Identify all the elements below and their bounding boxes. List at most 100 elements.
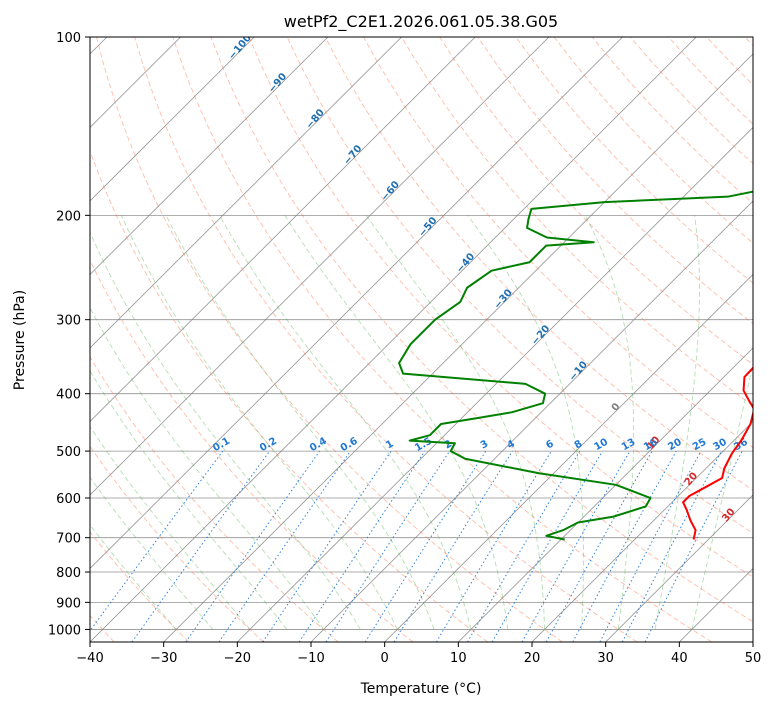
mixing-ratio-line <box>325 450 451 642</box>
x-axis-label: Temperature (°C) <box>360 681 482 697</box>
y-tick-label: 900 <box>56 596 81 611</box>
x-tick-label: 20 <box>524 651 541 666</box>
x-tick-label: −30 <box>150 651 177 666</box>
dry-adiabat-label: −50 <box>417 215 440 239</box>
x-tick-label: 40 <box>671 651 688 666</box>
y-axis-ticks: 100 200 300 400 500 600 700 800 900 1000 <box>48 31 90 638</box>
moist-adiabat-line <box>90 306 324 630</box>
dry-adiabat-line <box>96 37 563 642</box>
mixing-ratio-line <box>262 450 392 642</box>
isotherm-line <box>310 200 753 642</box>
dry-adiabat-line <box>134 37 638 642</box>
moist-adiabat-line <box>90 524 177 630</box>
isotherm-line <box>679 567 753 642</box>
isotherm-line <box>163 53 753 642</box>
mixing-ratio-line <box>298 450 426 642</box>
moist-adiabat-line <box>584 215 635 630</box>
chart-title: wetPf2_C2E1.2026.061.05.38.G05 <box>284 12 558 32</box>
dry-adiabat-label: 20 <box>683 470 700 488</box>
dry-adiabat-lines <box>90 37 753 642</box>
isotherm-line <box>90 37 623 570</box>
moist-adiabat-line <box>90 231 361 630</box>
mixing-ratio-label: 2 <box>443 438 455 451</box>
isotherm-line <box>90 37 402 349</box>
moist-adiabat-line <box>654 215 700 630</box>
y-axis-label: Pressure (hPa) <box>12 290 28 390</box>
moist-adiabat-line <box>467 215 585 630</box>
dry-adiabat-label: −30 <box>492 287 515 311</box>
mixing-ratio-label: 30 <box>711 437 729 454</box>
mixing-ratio-label: 4 <box>505 438 517 451</box>
x-tick-label: 30 <box>597 651 614 666</box>
moist-adiabat-line <box>284 215 509 630</box>
y-tick-label: 100 <box>56 31 81 46</box>
dry-adiabat-label: −20 <box>530 323 553 347</box>
mixing-ratio-label: 10 <box>593 437 611 454</box>
dry-adiabat-line <box>477 37 753 325</box>
y-tick-label: 500 <box>56 445 81 460</box>
isotherm-line <box>384 273 753 642</box>
dewpoint-profile-line <box>398 190 753 541</box>
mixing-ratio-label: 6 <box>544 438 556 451</box>
mixing-ratio-line <box>572 450 677 642</box>
mixing-ratio-line <box>467 450 581 642</box>
dry-adiabat-line <box>363 37 753 449</box>
dry-adiabat-line <box>172 37 712 642</box>
moist-adiabat-lines <box>90 215 753 630</box>
mixing-ratio-line <box>393 450 513 642</box>
mixing-ratio-line <box>364 450 487 642</box>
dry-adiabat-line <box>706 37 753 86</box>
dry-adiabat-line <box>668 37 753 125</box>
mixing-ratio-line <box>218 450 351 642</box>
dry-adiabat-line <box>90 149 488 642</box>
x-tick-label: −10 <box>297 651 324 666</box>
dry-adiabat-label: 40 <box>758 542 775 560</box>
dry-adiabat-label: 0 <box>610 401 623 413</box>
isotherm-line <box>90 37 476 423</box>
y-tick-label: 800 <box>56 566 81 581</box>
dry-adiabat-label: −60 <box>379 179 402 203</box>
dry-adiabat-line <box>591 37 753 204</box>
moist-adiabat-line <box>90 425 251 630</box>
y-tick-label: 400 <box>56 388 81 403</box>
isotherm-line <box>90 37 329 275</box>
mixing-ratio-lines <box>90 450 743 642</box>
isobar-gridlines <box>90 37 753 630</box>
mixing-ratio-line <box>621 450 722 642</box>
dry-adiabat-line <box>553 37 753 244</box>
mixing-ratio-line <box>644 450 743 642</box>
dry-adiabat-label: −80 <box>304 107 327 131</box>
isotherm-line <box>605 494 753 642</box>
mixing-ratio-line <box>435 450 552 642</box>
moist-adiabat-line <box>691 361 753 630</box>
dry-adiabat-line <box>515 37 753 284</box>
mixing-ratio-line <box>545 450 653 642</box>
isotherm-lines <box>90 37 753 642</box>
dry-adiabat-line <box>90 355 339 642</box>
dry-adiabat-line <box>324 37 753 491</box>
x-tick-label: 0 <box>381 651 389 666</box>
isotherm-line <box>237 126 753 642</box>
plot-area: −100−90−80−70−60−50−40−30−20−10010203040… <box>90 37 775 642</box>
x-axis-ticks: −40 −30 −20 −10 0 10 20 30 40 50 <box>76 642 761 666</box>
x-tick-label: 10 <box>450 651 467 666</box>
moist-adiabat-line <box>365 215 546 630</box>
temperature-profile-line <box>682 366 753 540</box>
y-tick-label: 1000 <box>48 623 81 638</box>
moist-adiabat-line <box>90 476 214 630</box>
dry-adiabat-line <box>210 37 753 623</box>
dry-adiabat-label: −90 <box>267 71 290 95</box>
isotherm-line <box>752 641 753 642</box>
y-tick-label: 200 <box>56 209 81 224</box>
dry-adiabat-line <box>90 445 264 642</box>
mixing-ratio-line <box>521 450 631 642</box>
y-tick-label: 300 <box>56 314 81 329</box>
x-tick-label: −40 <box>76 651 103 666</box>
dry-adiabat-line <box>90 531 190 642</box>
y-tick-label: 600 <box>56 492 81 507</box>
mixing-ratio-label: 25 <box>691 437 709 454</box>
plot-frame <box>89 36 754 643</box>
moist-adiabat-line <box>90 370 288 630</box>
